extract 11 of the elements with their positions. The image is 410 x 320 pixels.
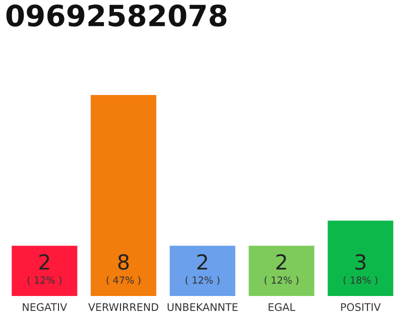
x-tick-label: POSITIV: [341, 303, 381, 312]
x-tick-label: NEGATIV: [22, 303, 68, 312]
x-tick-label: UNBEKANNTE: [168, 303, 238, 312]
data-label: 8 ( 47% ): [106, 254, 140, 285]
data-label: 2 ( 12% ): [264, 254, 298, 285]
x-tick-label: VERWIRREND: [88, 303, 158, 311]
data-label: 3 ( 18% ): [344, 254, 378, 285]
data-label: 2 ( 12% ): [186, 254, 220, 285]
chart-title: 09692582078: [6, 4, 226, 27]
data-label: 2 ( 12% ): [28, 254, 62, 285]
x-tick-label: EGAL: [268, 303, 296, 312]
